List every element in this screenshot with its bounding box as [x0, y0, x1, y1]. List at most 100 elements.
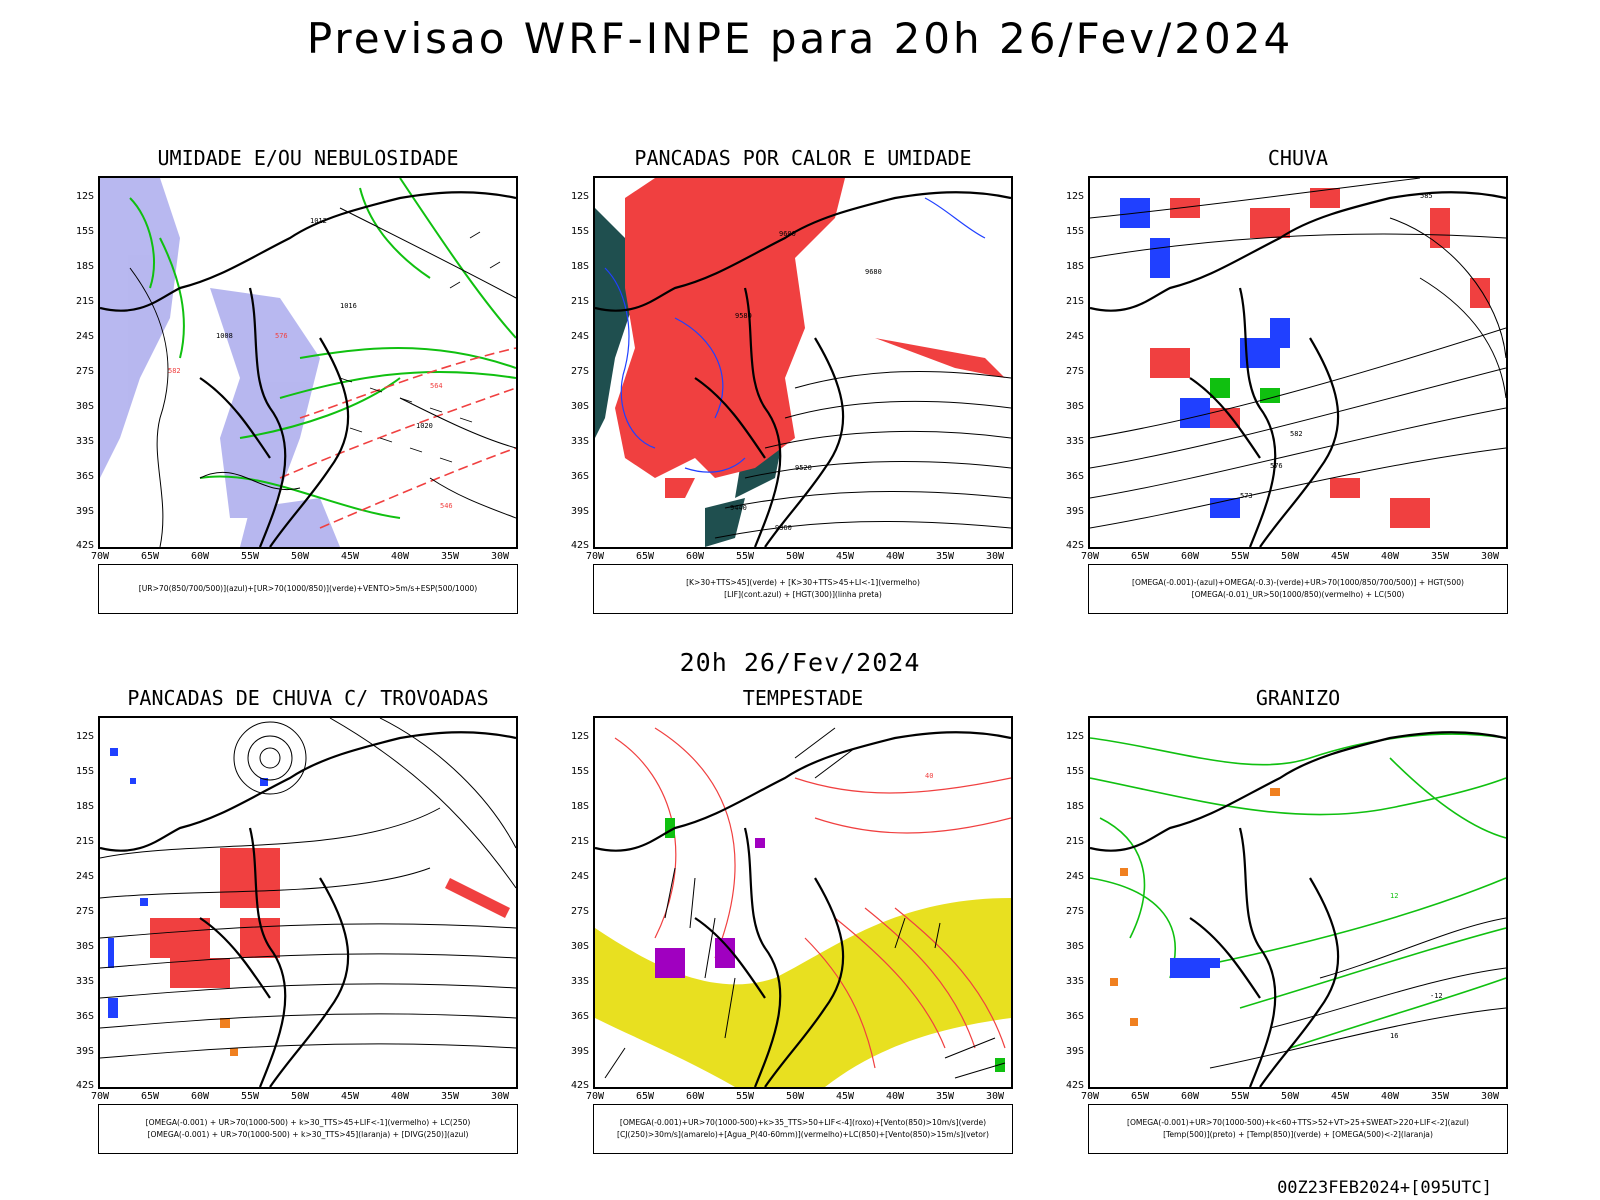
lat-tick-label: 24S [1065, 331, 1084, 342]
lon-tick-label: 30W [1480, 551, 1500, 562]
lif-contours [604, 197, 986, 473]
contour-label: 576 [275, 332, 288, 340]
map-plot: 1012 1016 1008 1020 582 576 564 546 [100, 178, 516, 547]
legend-line: [CJ(250)>30m/s](amarelo)+[Agua_P(40-60mm… [617, 1130, 989, 1139]
lat-tick-label: 12S [570, 191, 589, 202]
lon-tick-label: 35W [935, 1091, 955, 1102]
lat-tick-label: 24S [75, 871, 94, 882]
contour-label: 9520 [795, 464, 812, 472]
lat-tick-label: 15S [75, 226, 94, 237]
legend-line: [OMEGA(-0.001) + UR>70(1000-500) + k>30_… [147, 1130, 469, 1139]
contour-label: 573 [1240, 492, 1253, 500]
lon-tick-label: 35W [440, 1091, 460, 1102]
red-instability-fill [615, 178, 1005, 498]
lon-tick-label: 55W [1230, 551, 1250, 562]
lat-tick-label: 36S [570, 471, 589, 482]
lon-tick-label: 40W [390, 551, 410, 562]
map-plot: 9600 9680 9580 9520 9440 9360 [595, 178, 1011, 547]
legend-box: [OMEGA(-0.001)+UR>70(1000-500)+k>35_TTS>… [593, 1104, 1013, 1154]
map-frame: -12 16 12 [1088, 716, 1508, 1089]
wind-vectors [339, 231, 501, 463]
panel-tempestade: TEMPESTADE [555, 686, 1015, 1166]
legend-line: [LIF](cont.azul) + [HGT(300)](linha pret… [724, 590, 882, 599]
lat-tick-label: 33S [1065, 976, 1084, 987]
lat-tick-label: 18S [570, 261, 589, 272]
panel-umidade: UMIDADE E/OU NEBULOSIDADE [60, 146, 520, 626]
legend-line: [UR>70(850/700/500)](azul)+[UR>70(1000/8… [138, 584, 478, 593]
lon-tick-label: 70W [1080, 1091, 1100, 1102]
lon-tick-label: 35W [1430, 1091, 1450, 1102]
map-plot: 585 582 576 573 [1090, 178, 1506, 547]
lat-tick-label: 39S [1065, 1046, 1084, 1057]
lon-tick-label: 70W [585, 1091, 605, 1102]
contour-label: 1016 [340, 302, 357, 310]
lat-tick-label: 12S [1065, 731, 1084, 742]
lat-tick-label: 21S [75, 836, 94, 847]
lon-tick-label: 55W [1230, 1091, 1250, 1102]
lat-tick-label: 42S [75, 1080, 94, 1091]
lon-tick-label: 45W [340, 551, 360, 562]
panel-chuva: CHUVA [1050, 146, 1510, 626]
orange-fill [220, 1018, 238, 1056]
contour-label: 9680 [865, 268, 882, 276]
lon-tick-label: 35W [935, 551, 955, 562]
lat-tick-label: 21S [1065, 836, 1084, 847]
country-borders [595, 191, 1011, 547]
lon-tick-label: 70W [585, 551, 605, 562]
lon-tick-label: 60W [190, 1091, 210, 1102]
legend-line: [OMEGA(-0.001) + UR>70(1000-500) + k>30_… [145, 1118, 471, 1127]
lon-tick-label: 45W [1330, 1091, 1350, 1102]
lat-tick-label: 18S [570, 801, 589, 812]
lat-tick-label: 30S [570, 401, 589, 412]
lon-tick-label: 30W [490, 551, 510, 562]
lon-tick-label: 50W [1280, 1091, 1300, 1102]
hail-blue-fill [1170, 958, 1220, 978]
temp850-green-contours [1090, 733, 1506, 1049]
lon-tick-label: 45W [835, 551, 855, 562]
omega-orange-fill [1110, 788, 1280, 1026]
lon-tick-label: 65W [1130, 551, 1150, 562]
legend-box: [OMEGA(-0.001)-(azul)+OMEGA(-0.3)-(verde… [1088, 564, 1508, 614]
lat-tick-label: 24S [1065, 871, 1084, 882]
lon-tick-label: 40W [1380, 551, 1400, 562]
jet-stream-yellow-fill [595, 898, 1011, 1087]
wind-vectors [604, 727, 1006, 1079]
lat-tick-label: 27S [75, 366, 94, 377]
lat-tick-label: 36S [75, 1011, 94, 1022]
lat-tick-label: 36S [1065, 471, 1084, 482]
lon-tick-label: 50W [785, 1091, 805, 1102]
lat-tick-label: 27S [570, 906, 589, 917]
pressure-contours [129, 207, 516, 547]
lat-tick-label: 30S [75, 941, 94, 952]
lat-tick-label: 33S [570, 436, 589, 447]
lat-tick-label: 15S [1065, 766, 1084, 777]
legend-line: [OMEGA(-0.01)_UR>50(1000/850)(vermelho) … [1191, 590, 1405, 599]
lon-tick-label: 65W [140, 551, 160, 562]
contour-label: 585 [1420, 192, 1433, 200]
legend-box: [UR>70(850/700/500)](azul)+[UR>70(1000/8… [98, 564, 518, 614]
lon-tick-label: 55W [240, 551, 260, 562]
lon-tick-label: 65W [635, 1091, 655, 1102]
lat-tick-label: 30S [570, 941, 589, 952]
height-streamlines [1090, 178, 1506, 529]
lon-tick-label: 55W [735, 551, 755, 562]
lat-tick-label: 27S [1065, 366, 1084, 377]
lat-tick-label: 24S [75, 331, 94, 342]
lon-tick-label: 65W [140, 1091, 160, 1102]
lat-tick-label: 12S [75, 731, 94, 742]
panel-granizo: GRANIZO [1050, 686, 1510, 1166]
lat-tick-label: 27S [75, 906, 94, 917]
lon-tick-label: 30W [490, 1091, 510, 1102]
legend-line: [K>30+TTS>45](verde) + [K>30+TTS>45+LI<-… [686, 578, 920, 587]
lon-tick-label: 35W [440, 551, 460, 562]
rain-green-patches [1210, 378, 1280, 403]
panel-pancadas-trovoadas: PANCADAS DE CHUVA C/ TROVOADAS [60, 686, 520, 1166]
lat-tick-label: 39S [1065, 506, 1084, 517]
contour-label: 9440 [730, 504, 747, 512]
lon-tick-label: 40W [1380, 1091, 1400, 1102]
lon-tick-label: 50W [290, 1091, 310, 1102]
country-borders [100, 191, 516, 547]
lat-tick-label: 36S [1065, 1011, 1084, 1022]
country-borders [595, 731, 1011, 1087]
map-frame: 1012 1016 1008 1020 582 576 564 546 [98, 176, 518, 549]
